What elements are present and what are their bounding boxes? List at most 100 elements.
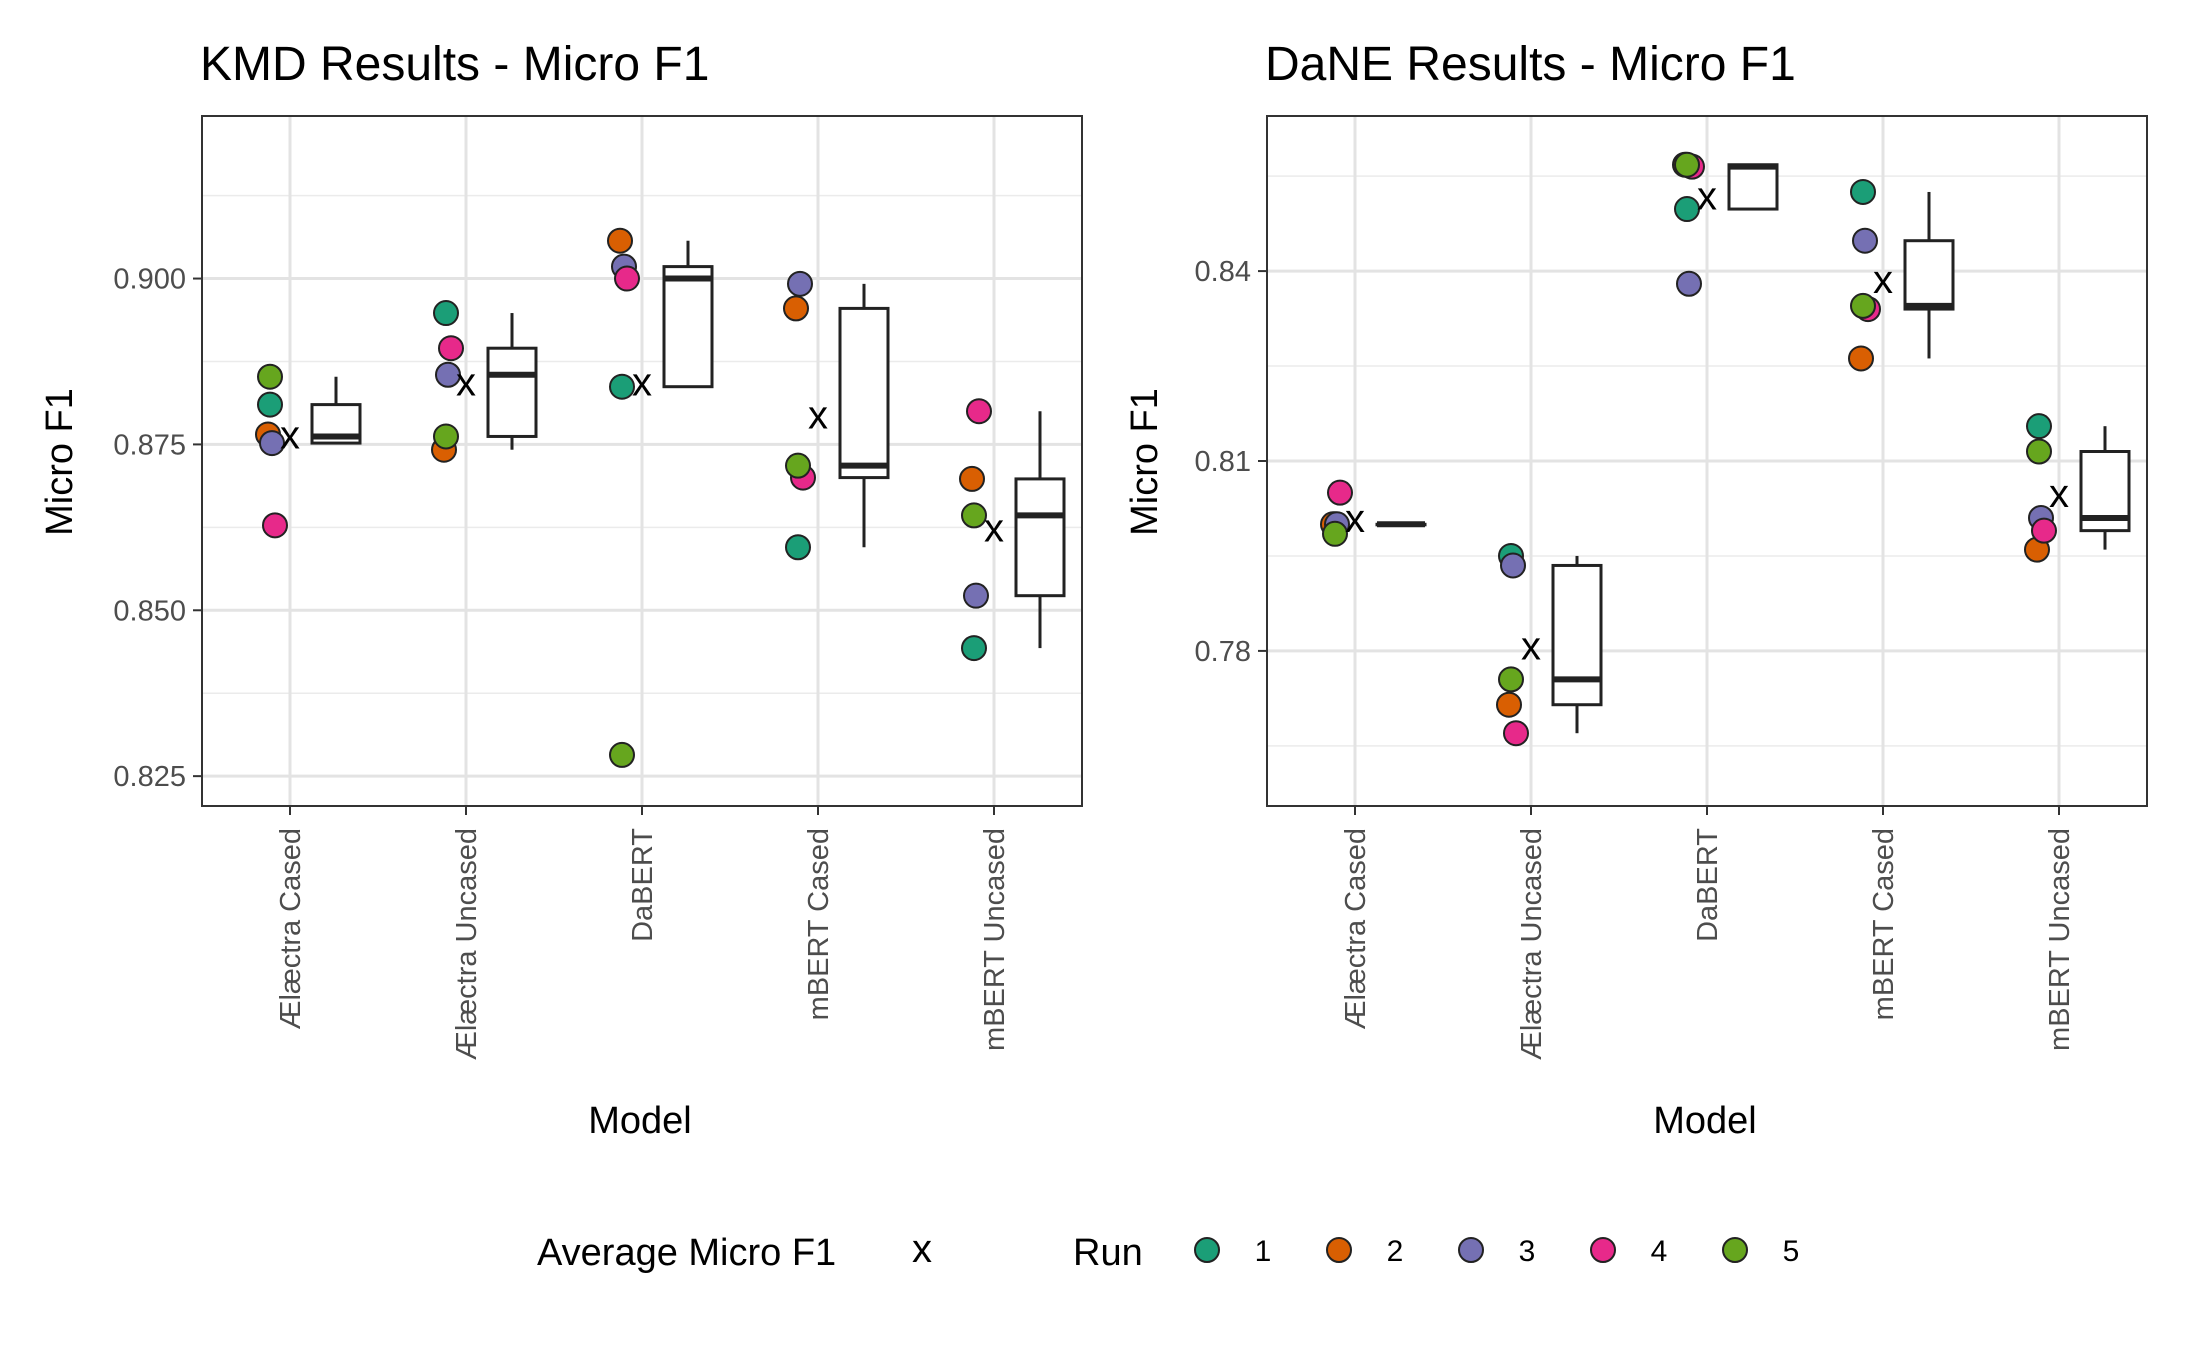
dane-y-tick-label: 0.78	[1195, 636, 1251, 668]
kmd-mean-marker: x	[456, 360, 476, 404]
kmd-run-3-point	[435, 361, 461, 388]
kmd-run-2-point	[607, 227, 633, 254]
legend-run-5-label: 5	[1783, 1235, 1800, 1268]
dane-run-4-point	[1327, 479, 1353, 506]
kmd-run-3-point	[963, 582, 989, 609]
kmd-mean-marker: x	[280, 413, 300, 457]
kmd-x-tick-label: Ælæctra Uncased	[451, 828, 483, 1060]
legend-run-4-swatch	[1590, 1237, 1616, 1263]
kmd-run-5-point	[609, 741, 635, 768]
dane-run-5-point	[1850, 292, 1876, 319]
kmd-boxplot	[838, 283, 890, 548]
dane-boxplot	[1727, 163, 1779, 211]
dane-y-tick-label: 0.84	[1195, 256, 1251, 288]
kmd-x-tick-label: mBERT Uncased	[979, 828, 1011, 1051]
kmd-run-5-point	[433, 423, 459, 450]
kmd-run-4-point	[966, 398, 992, 425]
dane-panel: DaNE Results - Micro F1 Model Micro F1 0…	[1124, 38, 2148, 1142]
kmd-run-1-point	[609, 373, 635, 400]
dane-boxplot	[1903, 191, 1955, 359]
kmd-box	[486, 346, 538, 438]
dane-boxplot	[1375, 521, 1427, 528]
legend-mean-symbol: x	[912, 1227, 932, 1271]
kmd-x-tick-label: DaBERT	[627, 828, 659, 942]
legend-run-3-swatch	[1458, 1237, 1484, 1263]
dane-box	[1551, 563, 1603, 707]
dane-box	[1903, 239, 1955, 311]
dane-run-2-point	[1496, 691, 1522, 718]
kmd-run-1-point	[785, 534, 811, 561]
dane-x-tick-label: mBERT Uncased	[2044, 828, 2076, 1051]
dane-run-1-point	[1850, 178, 1876, 205]
kmd-mean-marker: x	[632, 360, 652, 404]
dane-run-3-point	[1852, 227, 1878, 254]
dane-mean-marker: x	[1521, 625, 1541, 669]
dane-mean-marker: x	[1697, 175, 1717, 219]
kmd-box	[1014, 477, 1066, 598]
kmd-run-1-point	[433, 300, 459, 327]
dane-x-axis-title: Model	[1653, 1100, 1757, 1142]
legend-run-5-swatch	[1722, 1237, 1748, 1263]
dane-run-2-point	[1848, 345, 1874, 372]
kmd-x-tick-label: mBERT Cased	[803, 828, 835, 1020]
kmd-x-axis-title: Model	[588, 1100, 692, 1142]
dane-run-5-point	[1674, 151, 1700, 178]
dane-run-4-point	[2031, 517, 2057, 544]
kmd-title: KMD Results - Micro F1	[200, 38, 709, 91]
dane-x-tick-label: mBERT Cased	[1868, 828, 1900, 1020]
dane-mean-marker: x	[2049, 472, 2069, 516]
kmd-panel: KMD Results - Micro F1 Model Micro F1 0.…	[39, 38, 1083, 1142]
legend: Average Micro F1 x Run 1 2 3 4 5	[537, 1227, 1799, 1274]
kmd-boxplot	[662, 240, 714, 389]
kmd-run-2-point	[783, 295, 809, 322]
legend-run-4-label: 4	[1651, 1235, 1668, 1268]
kmd-y-tick-label: 0.875	[113, 429, 186, 461]
dane-plot-frame	[1266, 115, 2148, 807]
kmd-boxplot	[310, 376, 362, 445]
kmd-x-tick-label: Ælæctra Cased	[275, 828, 307, 1029]
kmd-run-3-point	[259, 430, 285, 457]
dane-mean-marker: x	[1345, 497, 1365, 541]
legend-run-2-label: 2	[1387, 1235, 1404, 1268]
kmd-run-3-point	[787, 270, 813, 297]
legend-run-3-label: 3	[1519, 1235, 1536, 1268]
dane-mean-marker: x	[1873, 258, 1893, 302]
kmd-box	[662, 265, 714, 389]
kmd-run-1-point	[961, 635, 987, 662]
kmd-run-5-point	[257, 363, 283, 390]
kmd-run-5-point	[961, 502, 987, 529]
dane-run-1-point	[1674, 196, 1700, 223]
dane-run-5-point	[2026, 438, 2052, 465]
legend-mean-label: Average Micro F1	[537, 1232, 836, 1274]
kmd-mean-marker: x	[808, 394, 828, 438]
dane-x-tick-label: DaBERT	[1692, 828, 1724, 942]
dane-run-1-point	[2026, 413, 2052, 440]
dane-box	[1727, 163, 1779, 211]
legend-run-1-label: 1	[1255, 1235, 1272, 1268]
kmd-y-tick-label: 0.825	[113, 761, 186, 793]
dane-boxplot	[2079, 426, 2131, 550]
kmd-y-tick-label: 0.850	[113, 595, 186, 627]
dane-boxplot	[1551, 555, 1603, 734]
kmd-y-tick-label: 0.900	[113, 264, 186, 296]
dane-x-tick-label: Ælæctra Cased	[1340, 828, 1372, 1029]
dane-title: DaNE Results - Micro F1	[1265, 38, 1796, 91]
kmd-mean-marker: x	[984, 506, 1004, 550]
kmd-y-axis-title: Micro F1	[39, 388, 81, 536]
dane-run-5-point	[1498, 666, 1524, 693]
dane-y-axis-title: Micro F1	[1124, 388, 1166, 536]
legend-run-2-swatch	[1326, 1237, 1352, 1263]
kmd-run-4-point	[262, 512, 288, 539]
kmd-run-4-point	[614, 265, 640, 292]
kmd-box	[838, 306, 890, 480]
dane-run-5-point	[1322, 520, 1348, 547]
kmd-run-4-point	[438, 335, 464, 362]
legend-run-label: Run	[1073, 1232, 1143, 1274]
dane-run-3-point	[1676, 270, 1702, 297]
kmd-boxplot	[486, 313, 538, 450]
legend-run-1-swatch	[1194, 1237, 1220, 1263]
dane-x-tick-label: Ælæctra Uncased	[1516, 828, 1548, 1060]
dane-run-3-point	[1500, 552, 1526, 579]
kmd-run-1-point	[257, 391, 283, 418]
kmd-run-5-point	[785, 452, 811, 479]
